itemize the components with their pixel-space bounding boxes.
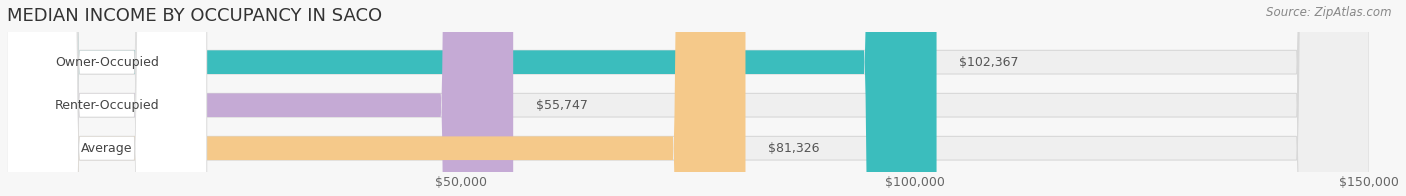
Text: $81,326: $81,326 <box>768 142 820 155</box>
Text: Average: Average <box>82 142 132 155</box>
Text: Renter-Occupied: Renter-Occupied <box>55 99 159 112</box>
FancyBboxPatch shape <box>7 0 1369 196</box>
FancyBboxPatch shape <box>7 0 1369 196</box>
FancyBboxPatch shape <box>7 0 207 196</box>
Text: MEDIAN INCOME BY OCCUPANCY IN SACO: MEDIAN INCOME BY OCCUPANCY IN SACO <box>7 7 382 25</box>
FancyBboxPatch shape <box>7 0 207 196</box>
FancyBboxPatch shape <box>7 0 936 196</box>
Text: Owner-Occupied: Owner-Occupied <box>55 56 159 69</box>
Text: $102,367: $102,367 <box>959 56 1019 69</box>
FancyBboxPatch shape <box>7 0 513 196</box>
Text: $55,747: $55,747 <box>536 99 588 112</box>
FancyBboxPatch shape <box>7 0 207 196</box>
Text: Source: ZipAtlas.com: Source: ZipAtlas.com <box>1267 6 1392 19</box>
FancyBboxPatch shape <box>7 0 745 196</box>
FancyBboxPatch shape <box>7 0 1369 196</box>
